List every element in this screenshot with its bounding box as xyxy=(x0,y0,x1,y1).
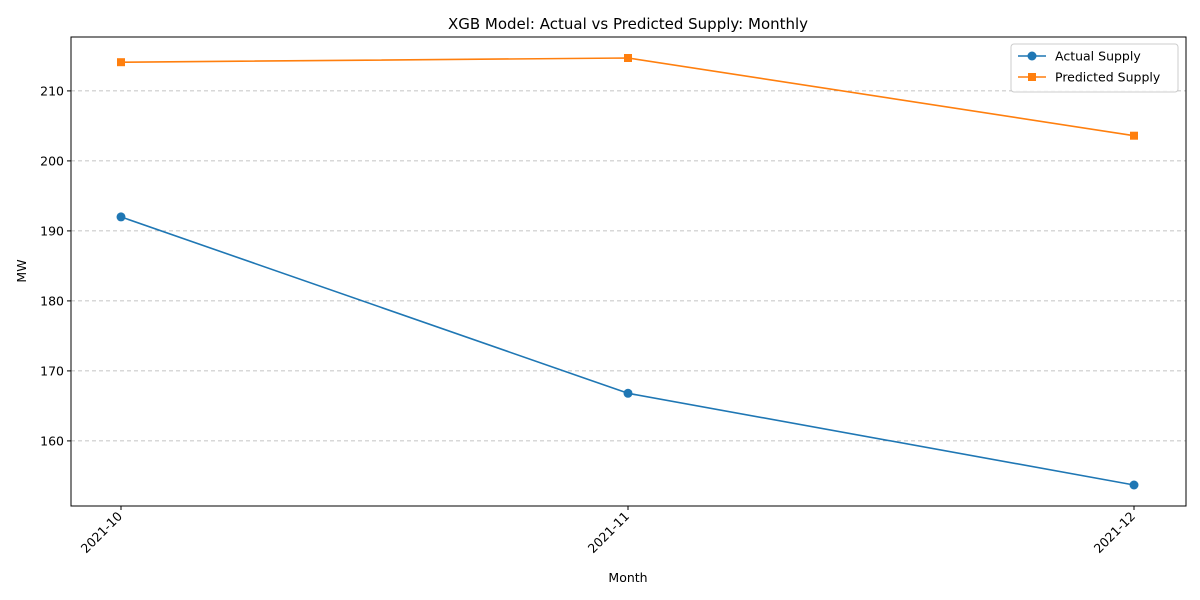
data-point-predicted-supply xyxy=(1130,131,1138,140)
data-point-actual-supply xyxy=(623,388,633,398)
y-tick-label: 190 xyxy=(40,223,64,238)
chart-title: XGB Model: Actual vs Predicted Supply: M… xyxy=(448,15,808,33)
legend-label: Actual Supply xyxy=(1055,49,1141,64)
legend: Actual Supply Predicted Supply xyxy=(1010,43,1179,93)
y-gridlines xyxy=(71,90,1186,442)
data-point-actual-supply xyxy=(116,212,126,222)
legend-marker xyxy=(1028,73,1036,81)
data-point-predicted-supply xyxy=(624,54,632,62)
x-axis-label: Month xyxy=(608,570,647,585)
y-tick-label: 210 xyxy=(40,83,64,98)
y-tick-label: 180 xyxy=(40,293,64,308)
legend-marker xyxy=(1027,51,1037,61)
y-tick-label: 170 xyxy=(40,363,64,378)
legend-label: Predicted Supply xyxy=(1055,70,1161,85)
data-point-actual-supply xyxy=(1129,480,1139,490)
y-tick-label: 160 xyxy=(40,433,64,448)
y-axis: 160 170 180 190 200 210 xyxy=(40,83,71,448)
y-tick-label: 200 xyxy=(40,153,64,168)
data-point-predicted-supply xyxy=(117,58,125,67)
y-axis-label: MW xyxy=(14,259,29,282)
series-markers xyxy=(116,54,1139,490)
legend-box xyxy=(1010,43,1179,93)
